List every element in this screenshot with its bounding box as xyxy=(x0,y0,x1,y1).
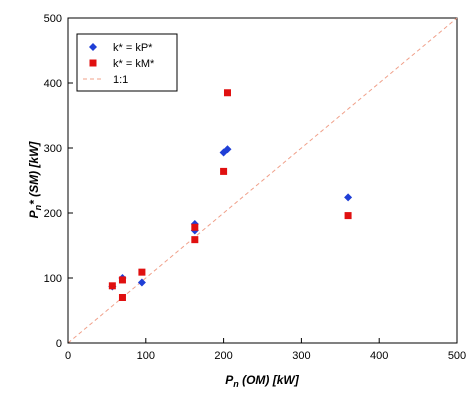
x-axis-title: Pn (OM) [kW] xyxy=(225,373,300,389)
km-point xyxy=(118,276,126,284)
km-point xyxy=(344,212,352,220)
y-tick-label: 100 xyxy=(44,273,62,285)
legend-diamond-marker xyxy=(89,43,97,51)
y-tick-label: 200 xyxy=(44,208,62,220)
km-point xyxy=(220,167,228,175)
x-tick-label: 0 xyxy=(65,350,71,362)
legend-square-marker xyxy=(89,59,97,67)
kp-point xyxy=(223,145,232,154)
y-tick-label: 500 xyxy=(44,13,62,25)
legend-label: 1:1 xyxy=(113,74,128,86)
legend-label: k* = kP* xyxy=(113,42,153,54)
y-tick-label: 300 xyxy=(44,143,62,155)
kp-point xyxy=(344,193,353,202)
y-tick-label: 400 xyxy=(44,78,62,90)
y-axis-ticks: 0 100 200 300 400 500 xyxy=(44,13,73,350)
km-point xyxy=(118,294,126,301)
x-tick-label: 500 xyxy=(448,350,466,362)
data-points xyxy=(108,89,353,301)
km-point xyxy=(138,268,146,276)
kp-point xyxy=(137,278,146,287)
legend: k* = kP* k* = kM* 1:1 xyxy=(76,33,178,92)
legend-label: k* = kM* xyxy=(113,58,155,70)
one-to-one-line xyxy=(67,17,458,344)
x-tick-label: 200 xyxy=(214,350,232,362)
y-tick-label: 0 xyxy=(56,338,62,350)
km-point xyxy=(191,223,199,231)
km-point xyxy=(223,89,231,97)
x-tick-label: 100 xyxy=(137,350,155,362)
km-point xyxy=(108,282,116,290)
y-axis-title: Pn* (SM) [kW] xyxy=(27,141,43,219)
x-tick-label: 300 xyxy=(292,350,310,362)
x-axis-ticks: 0 100 200 300 400 500 xyxy=(65,338,466,362)
km-point xyxy=(191,236,199,244)
x-tick-label: 400 xyxy=(370,350,388,362)
